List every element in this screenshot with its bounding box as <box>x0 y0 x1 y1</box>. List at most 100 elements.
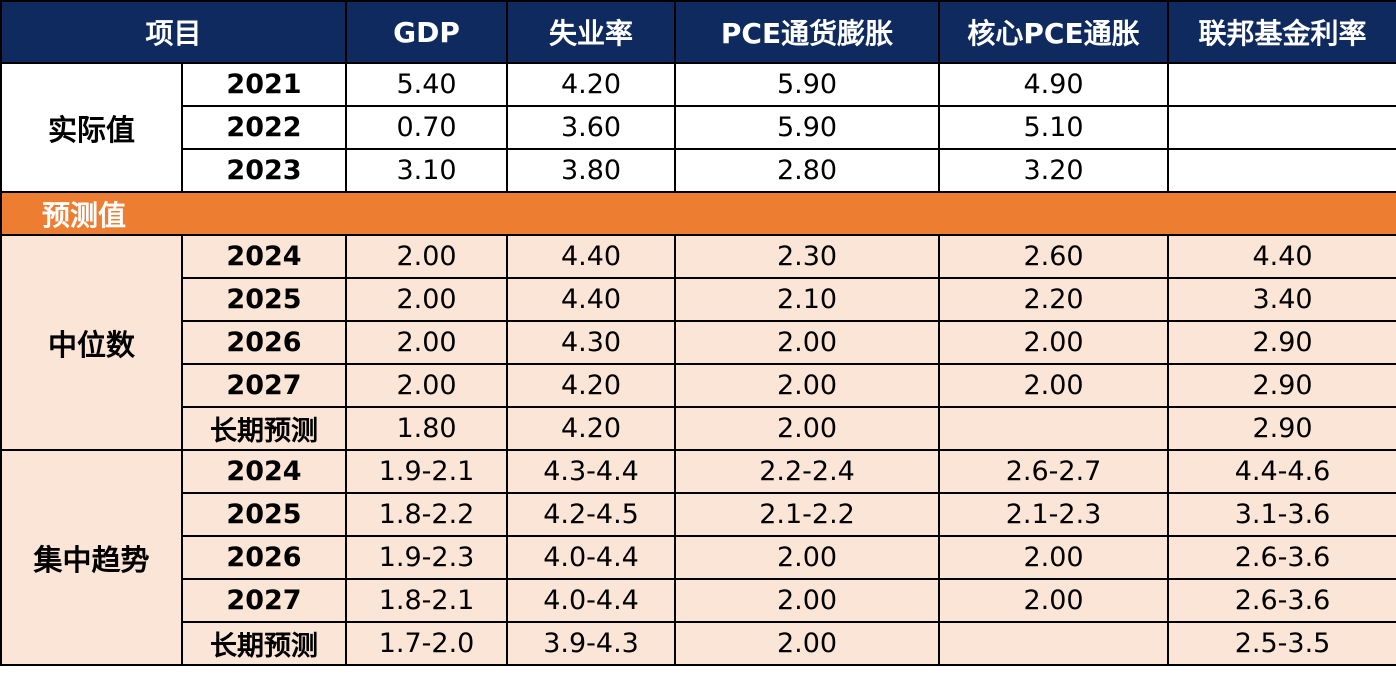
value-cell: 1.80 <box>345 406 509 451</box>
value-cell: 4.20 <box>506 363 677 408</box>
value-cell: 4.4-4.6 <box>1167 449 1396 494</box>
table-row: 2025 2.00 4.40 2.10 2.20 3.40 <box>1 277 1396 322</box>
value-cell: 1.8-2.2 <box>345 492 509 537</box>
value-cell: 2.1-2.3 <box>938 492 1170 537</box>
value-cell: 2.00 <box>674 363 941 408</box>
value-cell: 3.10 <box>345 148 509 193</box>
value-cell: 2.6-2.7 <box>938 449 1170 494</box>
value-cell: 3.40 <box>1167 277 1396 322</box>
value-cell: 2.2-2.4 <box>674 449 941 494</box>
value-cell: 4.90 <box>938 62 1170 107</box>
table-row: 2026 2.00 4.30 2.00 2.00 2.90 <box>1 320 1396 365</box>
value-cell: 2.00 <box>674 621 941 666</box>
value-cell: 4.30 <box>506 320 677 365</box>
value-cell: 1.7-2.0 <box>345 621 509 666</box>
value-cell: 2.00 <box>345 234 509 279</box>
value-cell: 2.20 <box>938 277 1170 322</box>
table-row: 2026 1.9-2.3 4.0-4.4 2.00 2.00 2.6-3.6 <box>1 535 1396 580</box>
value-cell: 4.2-4.5 <box>506 492 677 537</box>
projections-table: 项目 GDP 失业率 PCE通货膨胀 核心PCE通胀 联邦基金利率 实际值 20… <box>0 0 1396 666</box>
value-cell: 4.40 <box>506 277 677 322</box>
header-fed-funds: 联邦基金利率 <box>1167 0 1396 64</box>
value-cell: 2.00 <box>345 320 509 365</box>
value-cell: 2.90 <box>1167 363 1396 408</box>
value-cell: 2.6-3.6 <box>1167 535 1396 580</box>
value-cell: 2.1-2.2 <box>674 492 941 537</box>
value-cell: 2.00 <box>674 320 941 365</box>
value-cell: 2.00 <box>938 535 1170 580</box>
value-cell: 2.00 <box>345 277 509 322</box>
value-cell: 5.40 <box>345 62 509 107</box>
table-row: 2022 0.70 3.60 5.90 5.10 <box>1 105 1396 150</box>
year-cell: 2027 <box>180 363 348 408</box>
group-label-median: 中位数 <box>0 234 183 451</box>
year-cell: 2025 <box>180 277 348 322</box>
value-cell: 2.00 <box>938 578 1170 623</box>
value-cell: 4.20 <box>506 406 677 451</box>
value-cell: 3.80 <box>506 148 677 193</box>
value-cell: 4.0-4.4 <box>506 578 677 623</box>
year-cell: 2021 <box>180 62 348 107</box>
value-cell: 5.90 <box>674 105 941 150</box>
table-row: 实际值 2021 5.40 4.20 5.90 4.90 <box>0 62 1396 193</box>
section-row-forecast: 预测值 <box>0 191 1396 236</box>
year-cell: 2026 <box>180 320 348 365</box>
value-cell: 2.00 <box>674 535 941 580</box>
value-cell: 2.6-3.6 <box>1167 578 1396 623</box>
table-row: 2027 1.8-2.1 4.0-4.4 2.00 2.00 2.6-3.6 <box>1 578 1396 623</box>
value-cell: 5.10 <box>938 105 1170 150</box>
header-pce: PCE通货膨胀 <box>674 0 941 64</box>
value-cell <box>938 621 1170 666</box>
value-cell: 1.9-2.1 <box>345 449 509 494</box>
value-cell: 3.1-3.6 <box>1167 492 1396 537</box>
header-unemployment: 失业率 <box>506 0 677 64</box>
value-cell: 3.20 <box>938 148 1170 193</box>
table-row: 长期预测 1.80 4.20 2.00 2.90 <box>1 406 1396 451</box>
value-cell: 4.0-4.4 <box>506 535 677 580</box>
value-cell: 2.90 <box>1167 406 1396 451</box>
group-label-actual: 实际值 <box>0 62 183 193</box>
value-cell: 2.60 <box>938 234 1170 279</box>
header-item: 项目 <box>0 0 348 64</box>
value-cell: 3.60 <box>506 105 677 150</box>
value-cell: 2.00 <box>938 363 1170 408</box>
value-cell: 2.00 <box>674 406 941 451</box>
header-row: 项目 GDP 失业率 PCE通货膨胀 核心PCE通胀 联邦基金利率 <box>0 0 1396 64</box>
value-cell: 4.40 <box>506 234 677 279</box>
value-cell: 0.70 <box>345 105 509 150</box>
year-cell: 2027 <box>180 578 348 623</box>
value-cell: 2.5-3.5 <box>1167 621 1396 666</box>
value-cell: 2.30 <box>674 234 941 279</box>
year-cell: 2026 <box>180 535 348 580</box>
table-row: 集中趋势 2024 1.9-2.1 4.3-4.4 2.2-2.4 2.6-2.… <box>0 449 1396 666</box>
value-cell: 2.90 <box>1167 320 1396 365</box>
table-row: 2025 1.8-2.2 4.2-4.5 2.1-2.2 2.1-2.3 3.1… <box>1 492 1396 537</box>
table-row: 2023 3.10 3.80 2.80 3.20 <box>1 148 1396 193</box>
value-cell <box>1167 148 1396 193</box>
value-cell: 2.80 <box>674 148 941 193</box>
header-core-pce: 核心PCE通胀 <box>938 0 1170 64</box>
year-cell: 长期预测 <box>180 621 348 666</box>
table-row: 长期预测 1.7-2.0 3.9-4.3 2.00 2.5-3.5 <box>1 621 1396 666</box>
value-cell <box>1167 62 1396 107</box>
value-cell: 2.10 <box>674 277 941 322</box>
year-cell: 2025 <box>180 492 348 537</box>
year-cell: 2024 <box>180 234 348 279</box>
section-label-forecast: 预测值 <box>0 191 1396 236</box>
header-gdp: GDP <box>345 0 509 64</box>
year-cell: 2023 <box>180 148 348 193</box>
table-row: 中位数 2024 2.00 4.40 2.30 2.60 4.40 <box>0 234 1396 451</box>
value-cell <box>1167 105 1396 150</box>
value-cell <box>938 406 1170 451</box>
value-cell: 4.3-4.4 <box>506 449 677 494</box>
year-cell: 长期预测 <box>180 406 348 451</box>
value-cell: 4.40 <box>1167 234 1396 279</box>
value-cell: 2.00 <box>674 578 941 623</box>
value-cell: 2.00 <box>938 320 1170 365</box>
year-cell: 2024 <box>180 449 348 494</box>
table-row: 2027 2.00 4.20 2.00 2.00 2.90 <box>1 363 1396 408</box>
value-cell: 1.9-2.3 <box>345 535 509 580</box>
value-cell: 5.90 <box>674 62 941 107</box>
value-cell: 4.20 <box>506 62 677 107</box>
value-cell: 2.00 <box>345 363 509 408</box>
